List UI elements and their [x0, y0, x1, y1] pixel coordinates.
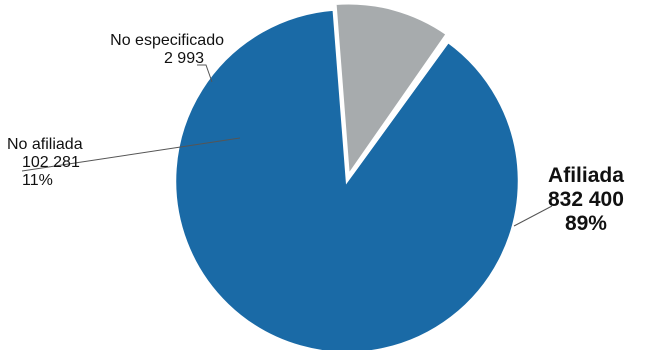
pie-slice-no-afiliada: [333, 1, 449, 179]
label-no-afiliada-name: No afiliada: [7, 136, 83, 153]
label-no-afiliada-percent: 11%: [22, 171, 53, 189]
leader-no-afiliada: [21, 137, 241, 172]
label-afiliada-value: 832 400: [548, 188, 624, 212]
label-afiliada-name: Afiliada: [548, 164, 624, 187]
label-afiliada-percent: 89%: [564, 212, 607, 236]
label-afiliada: Afiliada 832 400 89%: [548, 164, 624, 236]
label-no-afiliada: No afiliada 102 281 11%: [7, 136, 83, 190]
pie-slice-no-especificado: [351, 30, 456, 175]
leader-afiliada: [513, 205, 553, 227]
leader-no-especificado: [197, 64, 213, 83]
label-no-especificado-value: 2 993: [163, 49, 204, 67]
label-no-afiliada-value: 102 281: [22, 153, 80, 171]
label-no-especificado: No especificado 2 993: [96, 32, 224, 68]
label-no-especificado-name: No especificado: [110, 32, 224, 49]
